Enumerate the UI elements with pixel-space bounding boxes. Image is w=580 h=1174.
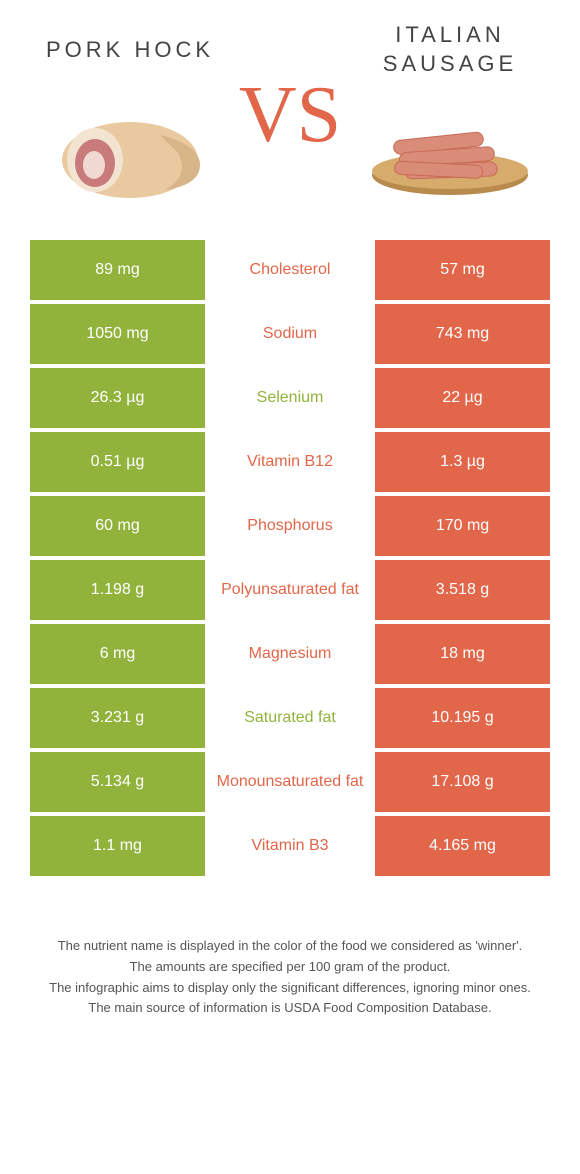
right-value: 10.195 g	[375, 688, 550, 748]
right-value: 743 mg	[375, 304, 550, 364]
left-value: 60 mg	[30, 496, 205, 556]
footer-notes: The nutrient name is displayed in the co…	[30, 936, 550, 1019]
left-value: 1.198 g	[30, 560, 205, 620]
nutrient-name: Polyunsaturated fat	[205, 560, 375, 620]
nutrient-name: Magnesium	[205, 624, 375, 684]
nutrient-name: Vitamin B12	[205, 432, 375, 492]
left-value: 1.1 mg	[30, 816, 205, 876]
left-value: 1050 mg	[30, 304, 205, 364]
footer-line-3: The infographic aims to display only the…	[40, 978, 540, 999]
left-value: 5.134 g	[30, 752, 205, 812]
left-value: 26.3 µg	[30, 368, 205, 428]
right-food-title: ITALIAN SAUSAGE	[350, 20, 550, 80]
right-value: 1.3 µg	[375, 432, 550, 492]
nutrient-name: Sodium	[205, 304, 375, 364]
nutrient-name: Vitamin B3	[205, 816, 375, 876]
left-food: PORK HOCK	[30, 20, 230, 210]
right-value: 170 mg	[375, 496, 550, 556]
right-food-image	[350, 100, 550, 210]
vs-label: VS	[239, 75, 341, 155]
table-row: 1.1 mgVitamin B34.165 mg	[30, 816, 550, 876]
right-value: 57 mg	[375, 240, 550, 300]
nutrient-name: Selenium	[205, 368, 375, 428]
nutrient-name: Saturated fat	[205, 688, 375, 748]
right-value: 17.108 g	[375, 752, 550, 812]
right-value: 3.518 g	[375, 560, 550, 620]
left-value: 89 mg	[30, 240, 205, 300]
nutrient-name: Phosphorus	[205, 496, 375, 556]
comparison-table: 89 mgCholesterol57 mg1050 mgSodium743 mg…	[30, 240, 550, 876]
table-row: 6 mgMagnesium18 mg	[30, 624, 550, 684]
table-row: 3.231 gSaturated fat10.195 g	[30, 688, 550, 748]
nutrient-name: Monounsaturated fat	[205, 752, 375, 812]
footer-line-2: The amounts are specified per 100 gram o…	[40, 957, 540, 978]
footer-line-4: The main source of information is USDA F…	[40, 998, 540, 1019]
table-row: 60 mgPhosphorus170 mg	[30, 496, 550, 556]
left-value: 3.231 g	[30, 688, 205, 748]
left-value: 6 mg	[30, 624, 205, 684]
infographic-container: PORK HOCK VS ITALIAN SAUSAGE	[0, 0, 580, 1059]
table-row: 0.51 µgVitamin B121.3 µg	[30, 432, 550, 492]
left-food-title: PORK HOCK	[30, 20, 230, 80]
left-food-image	[30, 100, 230, 210]
table-row: 1.198 gPolyunsaturated fat3.518 g	[30, 560, 550, 620]
right-food: ITALIAN SAUSAGE	[350, 20, 550, 210]
table-row: 1050 mgSodium743 mg	[30, 304, 550, 364]
right-value: 22 µg	[375, 368, 550, 428]
nutrient-name: Cholesterol	[205, 240, 375, 300]
right-value: 4.165 mg	[375, 816, 550, 876]
left-value: 0.51 µg	[30, 432, 205, 492]
right-value: 18 mg	[375, 624, 550, 684]
table-row: 5.134 gMonounsaturated fat17.108 g	[30, 752, 550, 812]
footer-line-1: The nutrient name is displayed in the co…	[40, 936, 540, 957]
table-row: 26.3 µgSelenium22 µg	[30, 368, 550, 428]
table-row: 89 mgCholesterol57 mg	[30, 240, 550, 300]
comparison-header: PORK HOCK VS ITALIAN SAUSAGE	[30, 20, 550, 210]
